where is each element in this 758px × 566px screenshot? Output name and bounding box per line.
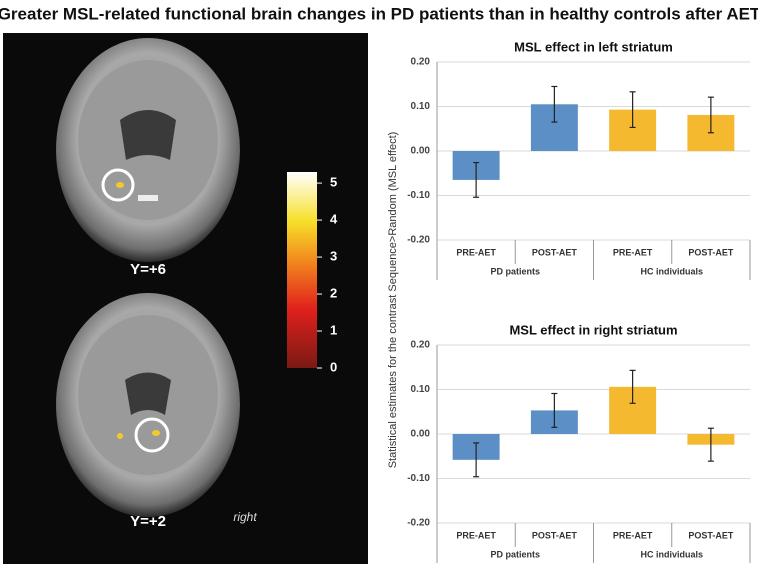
x-tick-label: PRE-AET — [456, 247, 496, 257]
brain-slice — [56, 293, 240, 517]
error-bar — [629, 369, 636, 404]
group-label: HC individuals — [640, 266, 703, 276]
error-bar — [707, 96, 714, 134]
colorbar — [287, 172, 317, 368]
group-label: PD patients — [490, 266, 540, 276]
colorbar-tick-label: 3 — [330, 248, 337, 263]
colorbar-tick-label: 2 — [330, 285, 337, 300]
figure-title: Greater MSL-related functional brain cha… — [0, 4, 758, 23]
x-tick-label: PRE-AET — [613, 247, 653, 257]
error-bar — [473, 161, 480, 198]
error-bar — [707, 427, 714, 462]
colorbar-tick-label: 5 — [330, 175, 337, 190]
group-label: HC individuals — [640, 549, 703, 559]
y-tick-label: -0.10 — [407, 190, 430, 201]
x-tick-label: PRE-AET — [613, 530, 653, 540]
error-bar — [551, 85, 558, 123]
slice-label: Y=+2 — [130, 513, 166, 530]
colorbar-tick-label: 1 — [330, 322, 337, 337]
brain-slice — [56, 38, 240, 262]
y-tick-label: 0.10 — [411, 384, 431, 395]
chart-title: MSL effect in left striatum — [514, 39, 673, 54]
group-label: PD patients — [490, 549, 540, 559]
y-tick-label: -0.10 — [407, 473, 430, 484]
x-tick-label: POST-AET — [532, 530, 578, 540]
y-tick-label: 0.00 — [411, 429, 431, 440]
error-bar — [629, 91, 636, 129]
y-tick-label: -0.20 — [407, 235, 430, 246]
y-tick-label: -0.20 — [407, 518, 430, 529]
colorbar-tick-label: 0 — [330, 359, 337, 374]
y-tick-label: 0.20 — [411, 340, 431, 351]
error-bar — [551, 392, 558, 428]
x-tick-label: PRE-AET — [456, 530, 496, 540]
x-tick-label: POST-AET — [532, 247, 578, 257]
y-tick-label: 0.10 — [411, 101, 431, 112]
x-tick-label: POST-AET — [688, 530, 734, 540]
y-tick-label: 0.00 — [411, 146, 431, 157]
side-label: right — [233, 510, 257, 524]
chart-title: MSL effect in right striatum — [509, 322, 677, 337]
slice-label: Y=+6 — [130, 261, 166, 278]
error-bar — [473, 442, 480, 478]
x-tick-label: POST-AET — [688, 247, 734, 257]
colorbar-tick-label: 4 — [330, 212, 338, 227]
y-tick-label: 0.20 — [411, 57, 431, 68]
y-axis-label: Statistical estimates for the contrast S… — [387, 132, 399, 469]
